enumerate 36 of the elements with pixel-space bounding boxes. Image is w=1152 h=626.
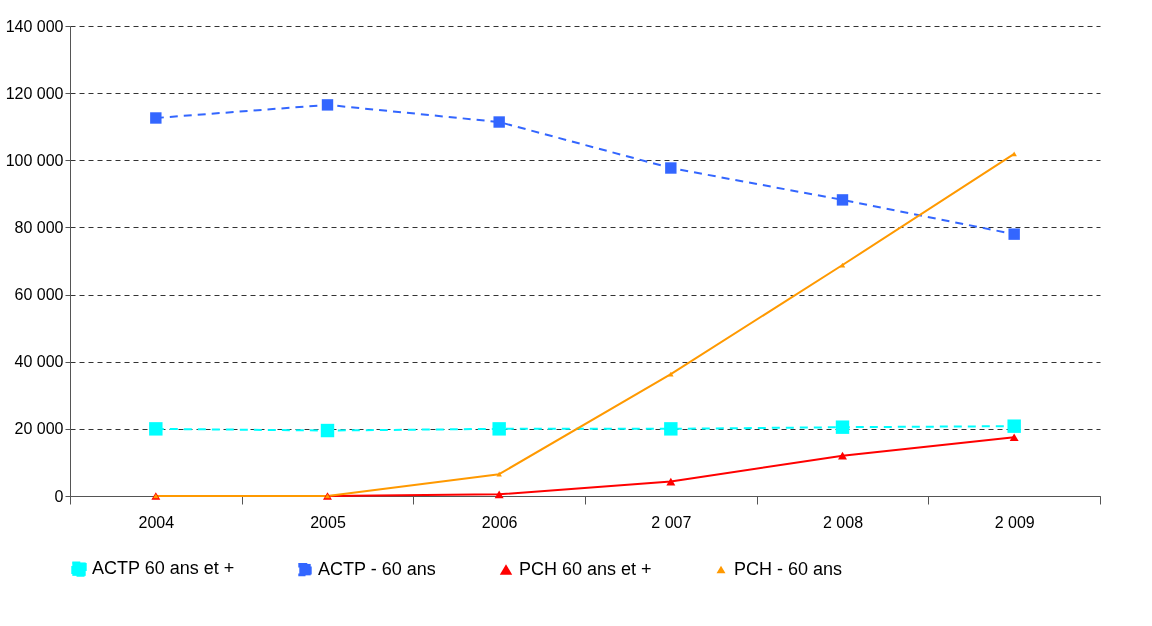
x-tick-label: 2 008 xyxy=(822,513,864,531)
point xyxy=(320,423,335,438)
point xyxy=(1007,419,1021,433)
point xyxy=(496,471,502,477)
x-tick-label: 2005 xyxy=(310,513,346,531)
point xyxy=(839,262,846,268)
point xyxy=(494,490,504,499)
legend-label: ACTP - 60 ans xyxy=(318,558,436,579)
legend-label: ACTP 60 ans et + xyxy=(92,558,235,579)
legend-label: PCH - 60 ans xyxy=(734,559,843,579)
point xyxy=(664,422,678,436)
y-tick-label: 0 xyxy=(54,487,64,505)
point xyxy=(321,99,334,111)
point xyxy=(150,112,162,124)
point xyxy=(668,371,674,377)
point xyxy=(835,420,850,434)
point xyxy=(149,422,163,436)
point xyxy=(1009,433,1019,442)
y-tick-label: 80 000 xyxy=(14,218,64,236)
point xyxy=(838,451,847,460)
y-tick-label: 100 000 xyxy=(5,151,64,169)
x-tick-label: 2 007 xyxy=(651,513,692,531)
y-tick-label: 20 000 xyxy=(14,420,64,438)
x-tick-label: 2006 xyxy=(481,513,518,531)
point xyxy=(493,116,505,128)
x-tick-label: 2 009 xyxy=(994,513,1035,531)
point xyxy=(1008,228,1020,240)
point xyxy=(492,422,506,436)
x-tick-label: 2004 xyxy=(138,513,175,531)
y-tick-label: 140 000 xyxy=(5,17,64,35)
y-tick-label: 40 000 xyxy=(14,353,64,371)
point xyxy=(665,162,677,174)
legend-label: PCH 60 ans et + xyxy=(519,559,652,579)
point xyxy=(836,194,849,206)
y-tick-label: 60 000 xyxy=(14,286,64,304)
y-tick-label: 120 000 xyxy=(5,84,64,102)
